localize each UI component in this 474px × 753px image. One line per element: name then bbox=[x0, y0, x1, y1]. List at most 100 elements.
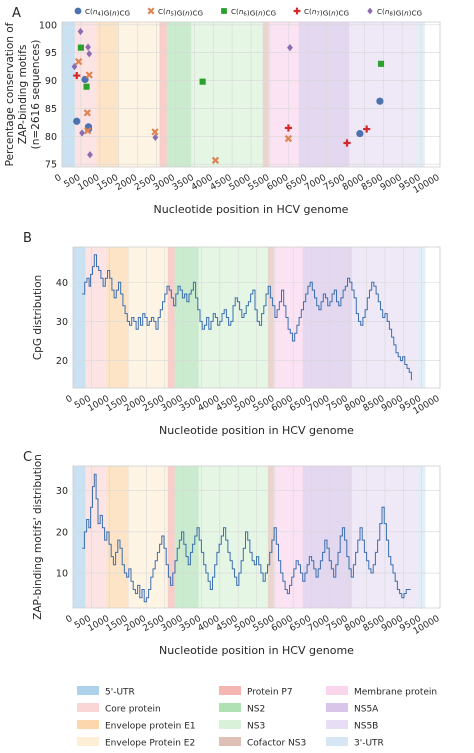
region-legend-swatch bbox=[326, 686, 348, 695]
region-legend-swatch bbox=[326, 703, 348, 712]
scatter-point bbox=[211, 156, 220, 164]
scatter-point bbox=[79, 129, 85, 137]
legend-label: C(n5)G(n)CG bbox=[158, 7, 203, 18]
region-band bbox=[191, 22, 263, 167]
scatter-point bbox=[152, 133, 159, 142]
legend-label: C(n8)G(n)CG bbox=[377, 7, 422, 18]
region-band bbox=[85, 247, 107, 388]
region-band bbox=[167, 466, 175, 608]
region-band bbox=[416, 22, 425, 167]
region-band bbox=[349, 22, 417, 167]
region-legend-swatch bbox=[77, 737, 99, 746]
region-band bbox=[416, 466, 426, 608]
region-band bbox=[198, 466, 268, 608]
axes-frame bbox=[72, 465, 441, 609]
region-band bbox=[416, 247, 426, 388]
legend-label: C(n7)G(n)CG bbox=[304, 7, 349, 18]
x-tick-label: 0 bbox=[54, 173, 64, 185]
series-line bbox=[82, 473, 411, 603]
region-band bbox=[267, 247, 274, 388]
y-tick-label: 20 bbox=[56, 527, 68, 538]
y-tick-label: 10 bbox=[56, 569, 68, 580]
scatter-point bbox=[73, 117, 81, 125]
region-legend-label: Envelope protein E1 bbox=[105, 722, 196, 732]
scatter-point bbox=[87, 151, 93, 159]
region-band bbox=[302, 247, 352, 388]
region-band bbox=[85, 466, 107, 608]
region-legend-label: Core protein bbox=[105, 705, 161, 715]
scatter-point bbox=[199, 78, 206, 85]
region-legend-swatch bbox=[77, 703, 99, 712]
region-band bbox=[267, 466, 274, 608]
region-band bbox=[302, 466, 352, 608]
region-band bbox=[167, 247, 175, 388]
y-tick-label: 20 bbox=[56, 356, 68, 367]
region-legend-swatch bbox=[219, 703, 241, 712]
region-band bbox=[118, 22, 160, 167]
region-legend-label: NS5B bbox=[354, 722, 378, 732]
x-axis-label: Nucleotide position in HCV genome bbox=[159, 424, 354, 437]
region-legend-swatch bbox=[326, 737, 348, 746]
region-band bbox=[268, 22, 299, 167]
scatter-point bbox=[73, 71, 81, 80]
series-line bbox=[82, 254, 412, 381]
scatter-point bbox=[71, 63, 78, 71]
y-tick-label: 40 bbox=[56, 278, 68, 289]
region-legend-swatch bbox=[219, 720, 241, 729]
y-tick-label: 90 bbox=[45, 76, 57, 87]
region-legend-label: 5'-UTR bbox=[105, 688, 135, 698]
region-legend-swatch bbox=[219, 686, 241, 695]
y-axis-label-line: ZAP-binding motifs bbox=[17, 45, 29, 145]
region-band bbox=[273, 466, 303, 608]
axes-frame bbox=[61, 21, 441, 168]
y-tick-label: 30 bbox=[56, 486, 68, 497]
y-tick-label: 100 bbox=[39, 20, 57, 31]
region-band bbox=[174, 247, 199, 388]
region-legend-swatch bbox=[219, 737, 241, 746]
y-axis-label-line: Percentage conservation of bbox=[4, 22, 16, 166]
scatter-point bbox=[83, 109, 91, 117]
scatter-point bbox=[284, 124, 293, 132]
y-tick-label: 30 bbox=[56, 317, 68, 328]
scatter-point bbox=[377, 60, 385, 67]
scatter-point bbox=[151, 128, 159, 136]
scatter-point bbox=[85, 71, 93, 79]
x-tick-label: 0 bbox=[65, 614, 75, 626]
region-legend-swatch bbox=[77, 686, 99, 695]
region-band bbox=[174, 466, 199, 608]
region-band bbox=[73, 466, 86, 608]
legend-label: C(n6)G(n)CG bbox=[231, 7, 276, 18]
scatter-point bbox=[343, 139, 351, 147]
region-legend-label: Membrane protein bbox=[354, 688, 437, 698]
region-band bbox=[62, 22, 75, 167]
scatter-point bbox=[77, 27, 84, 36]
region-band bbox=[159, 22, 167, 167]
scatter-point bbox=[363, 125, 371, 133]
legend-marker bbox=[147, 7, 155, 15]
scatter-legend: C(n4)G(n)CG C(n5)G(n)CG C(n6)G(n)CG C(n7)G(… bbox=[74, 7, 422, 18]
region-band bbox=[74, 22, 97, 167]
region-band bbox=[262, 22, 269, 167]
panel-b: 0500100015002000250030003500400045005000… bbox=[23, 231, 442, 437]
region-legend-label: NS3 bbox=[247, 722, 265, 732]
legend-label: C(n4)G(n)CG bbox=[85, 7, 130, 18]
y-tick-label: 75 bbox=[45, 160, 57, 171]
region-legend-label: NS2 bbox=[247, 705, 265, 715]
panel-letter: A bbox=[12, 6, 21, 21]
axes-frame bbox=[72, 246, 441, 389]
legend-marker bbox=[74, 7, 82, 15]
region-band bbox=[106, 466, 128, 608]
region-band bbox=[73, 247, 86, 388]
region-legend-label: Protein P7 bbox=[247, 688, 293, 698]
region-legend-swatch bbox=[77, 720, 99, 729]
scatter-point bbox=[84, 127, 92, 135]
region-legend-swatch bbox=[326, 720, 348, 729]
y-axis-label: ZAP-binding motifs' distribution bbox=[32, 454, 44, 620]
scatter-point bbox=[77, 44, 84, 51]
panel-c: 0500100015002000250030003500400045005000… bbox=[23, 450, 442, 657]
region-band bbox=[166, 22, 192, 167]
scatter-point bbox=[83, 83, 90, 90]
legend-marker bbox=[367, 7, 373, 15]
region-legend: 5'-UTR Core protein Envelope protein E1 Env… bbox=[77, 686, 437, 749]
